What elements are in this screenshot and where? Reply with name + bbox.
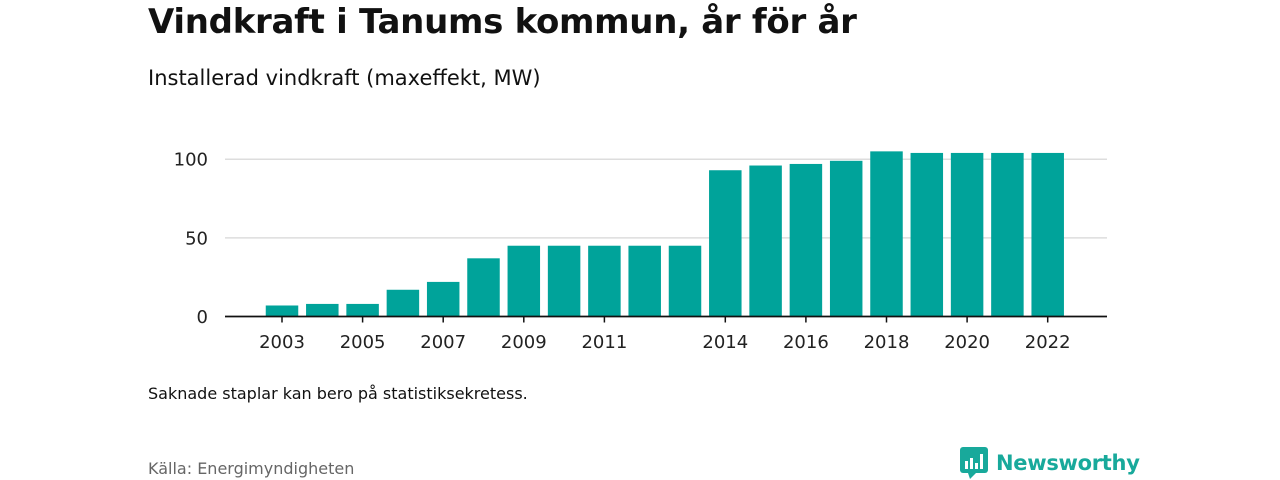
chart-subtitle: Installerad vindkraft (maxeffekt, MW) [148, 66, 541, 90]
bar-2017 [829, 160, 863, 317]
bar-2015 [749, 165, 782, 317]
bar-2003 [265, 305, 299, 317]
x-tick-label: 2014 [702, 332, 748, 353]
bar-2009 [507, 245, 541, 317]
x-tick-label: 2016 [783, 332, 829, 353]
x-tick-label: 2007 [420, 332, 466, 353]
bar-2006 [386, 289, 420, 317]
bar-2013 [668, 245, 702, 317]
bar-2007 [426, 281, 460, 317]
bar-2018 [870, 151, 903, 317]
bars [265, 151, 1064, 317]
bar-2019 [910, 152, 944, 317]
y-tick-label: 50 [185, 228, 208, 249]
bar-2012 [628, 245, 661, 317]
source-credit: Källa: Energimyndigheten [148, 459, 355, 478]
bar-2005 [346, 303, 379, 317]
x-tick-label: 2011 [581, 332, 627, 353]
newsworthy-logo-icon [960, 447, 988, 479]
y-tick-label: 100 [174, 150, 208, 171]
bar-2016 [789, 163, 823, 317]
bar-2020 [950, 152, 984, 317]
bar-2010 [547, 245, 581, 317]
bar-2021 [991, 152, 1024, 317]
footnote: Saknade staplar kan bero på statistiksek… [148, 384, 528, 403]
axes: 0 50 100 2003 2005 2007 2009 2011 2014 2016 2018 20… [174, 150, 1107, 353]
bar-2008 [467, 258, 500, 317]
chart-title: Vindkraft i Tanums kommun, år för år [148, 2, 857, 42]
y-tick-label: 0 [197, 307, 208, 328]
x-tick-label: 2003 [259, 332, 305, 353]
newsworthy-logo[interactable]: Newsworthy [960, 446, 1140, 480]
bar-2011 [588, 245, 621, 317]
bar-2014 [709, 170, 742, 317]
x-tick-label: 2022 [1025, 332, 1071, 353]
x-tick-label: 2005 [340, 332, 386, 353]
bar-2004 [306, 303, 339, 317]
brand-name: Newsworthy [996, 451, 1140, 475]
x-tick-label: 2018 [864, 332, 910, 353]
bar-chart: 0 50 100 2003 2005 2007 2009 2011 2014 2016 2018 20… [174, 150, 1107, 353]
x-tick-label: 2020 [944, 332, 990, 353]
bar-2022 [1031, 152, 1064, 317]
x-tick-label: 2009 [501, 332, 547, 353]
